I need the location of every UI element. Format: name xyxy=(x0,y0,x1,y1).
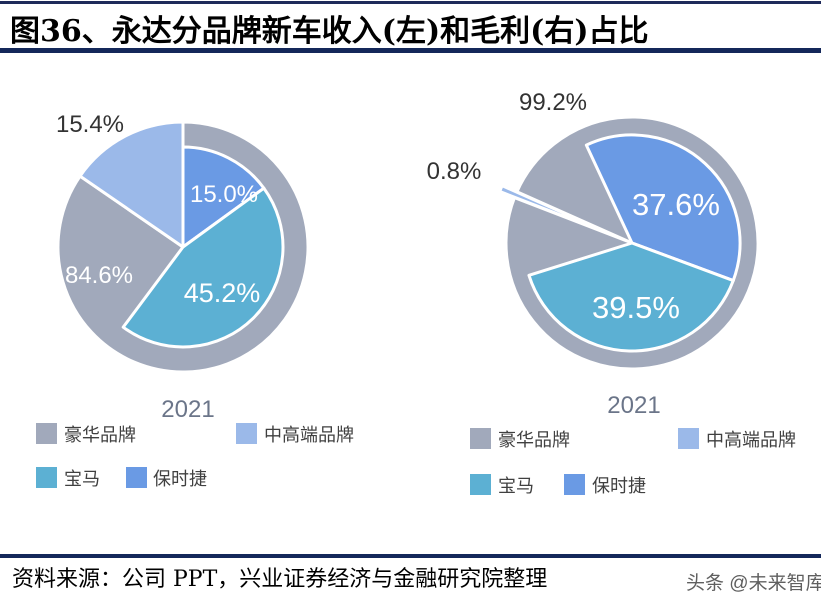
pie-slice-porsche xyxy=(584,133,742,283)
legend-swatch-porsche xyxy=(564,474,585,495)
legend-label-luxury: 豪华品牌 xyxy=(498,430,570,450)
legend-label-midhigh: 中高端品牌 xyxy=(706,430,796,450)
left-pie-revenue xyxy=(56,120,310,374)
title-rule xyxy=(0,48,821,53)
label-right-porsche: 37.6% xyxy=(632,187,720,222)
legend-swatch-luxury xyxy=(36,423,57,444)
label-left-midhigh: 15.4% xyxy=(56,111,124,138)
pie-slice-mid-high xyxy=(497,183,618,239)
label-left-bmw: 45.2% xyxy=(184,278,261,308)
label-left-porsche: 15.0% xyxy=(190,181,258,208)
legend-swatch-bmw xyxy=(36,467,57,488)
top-rule xyxy=(0,1,821,4)
legend-label-bmw: 宝马 xyxy=(498,476,534,496)
legend-label-bmw: 宝马 xyxy=(64,469,100,489)
label-right-midhigh: 0.8% xyxy=(427,158,482,185)
pie-slice-bmw xyxy=(121,186,285,349)
left-year-label: 2021 xyxy=(161,396,214,423)
pie-slice-mid-high xyxy=(77,120,185,250)
legend-label-porsche: 保时捷 xyxy=(153,469,207,489)
label-right-bmw: 39.5% xyxy=(592,290,680,325)
figure-title: 图36、永达分品牌新车收入(左)和毛利(右)占比 xyxy=(10,14,649,49)
legend-swatch-midhigh xyxy=(678,428,699,449)
source-note: 资料来源：公司 PPT，兴业证券经济与金融研究院整理 xyxy=(12,567,548,592)
legend-swatch-bmw xyxy=(470,474,491,495)
right-pie-gross-profit xyxy=(497,115,760,371)
label-left-luxury: 84.6% xyxy=(65,262,133,289)
legend-swatch-luxury xyxy=(470,428,491,449)
footer-rule xyxy=(0,554,821,558)
legend-swatch-midhigh xyxy=(236,423,257,444)
legend-swatch-porsche xyxy=(126,467,147,488)
legend-label-luxury: 豪华品牌 xyxy=(64,425,136,445)
right-year-label: 2021 xyxy=(607,392,660,419)
legend-label-porsche: 保时捷 xyxy=(592,476,646,496)
watermark: 头条 @未来智库 xyxy=(686,573,821,594)
pie-slice-porsche xyxy=(181,145,266,249)
label-right-luxury: 99.2% xyxy=(519,89,587,116)
legend-label-midhigh: 中高端品牌 xyxy=(264,425,354,445)
pie-slice-bmw xyxy=(527,241,735,353)
